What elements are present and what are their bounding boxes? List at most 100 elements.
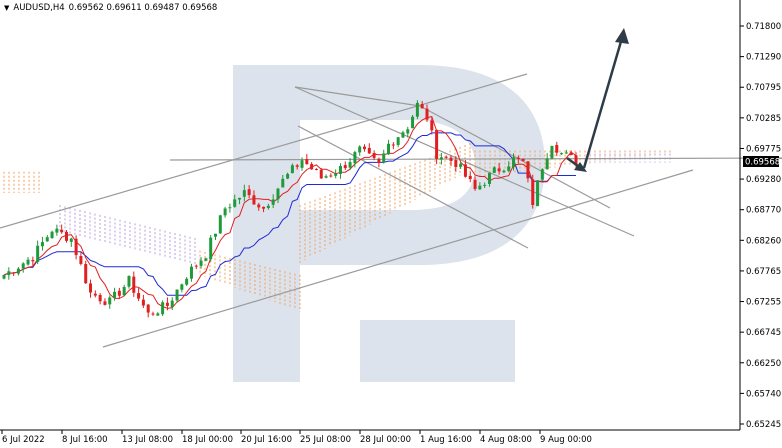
candle (122, 284, 126, 296)
candle-body (516, 157, 520, 159)
candle (89, 279, 93, 298)
candle (12, 272, 16, 277)
candle (536, 180, 540, 207)
candle-body (290, 165, 294, 174)
trend-line (294, 86, 421, 107)
candle-body (324, 176, 328, 178)
candle (483, 182, 487, 188)
candle (113, 287, 117, 301)
candle-body (223, 208, 227, 216)
candle (60, 224, 64, 234)
y-tick-label: 0.65245 (746, 420, 781, 430)
y-tick-label: 0.65740 (746, 389, 781, 399)
candle-body (348, 162, 352, 168)
candle-body (141, 299, 145, 306)
candle-body (411, 116, 415, 129)
candle-body (98, 294, 102, 302)
candle (444, 155, 448, 159)
candle (550, 145, 554, 160)
candle (334, 169, 338, 179)
y-tick-label: 0.67255 (746, 298, 781, 308)
candle (194, 264, 198, 270)
candle-body (468, 175, 472, 180)
candle-body (574, 155, 578, 166)
candle (314, 168, 318, 171)
candle (492, 166, 496, 173)
candle (199, 257, 203, 269)
candle-body (64, 231, 68, 241)
candlestick-series (2, 100, 578, 318)
candle-body (175, 289, 179, 301)
candle (430, 116, 434, 135)
candle (449, 155, 453, 166)
candle (497, 163, 501, 175)
candle (468, 171, 472, 183)
y-tick-label: 0.68260 (746, 236, 781, 246)
candle-body (439, 157, 443, 160)
y-tick-label: 0.71290 (746, 53, 781, 63)
candle-body (536, 180, 540, 207)
candle (31, 256, 35, 267)
forecast-arrow-up (582, 37, 624, 169)
candle-body (21, 263, 25, 269)
candle-body (31, 260, 35, 262)
candle-body (69, 238, 73, 242)
candle (209, 234, 213, 262)
candle (271, 194, 275, 209)
candle-body (363, 146, 367, 150)
candle-body (247, 189, 251, 196)
candle (305, 153, 309, 165)
candle (156, 312, 160, 316)
candle-body (406, 129, 410, 134)
candle (406, 126, 410, 138)
candle (132, 271, 136, 297)
y-tick-label: 0.67765 (746, 267, 781, 277)
trend-line (419, 105, 611, 209)
candle (324, 174, 328, 179)
candle-body (435, 129, 439, 159)
candle-body (367, 147, 371, 154)
candle-body (238, 197, 242, 200)
candle-body (170, 300, 174, 308)
candle-body (271, 199, 275, 205)
candle-body (396, 137, 400, 145)
candle-body (305, 159, 309, 165)
candle-body (2, 275, 6, 279)
trend-line (297, 125, 529, 249)
candle-body (492, 167, 496, 173)
candle (286, 172, 290, 180)
candle (415, 100, 419, 120)
candle (252, 190, 256, 205)
candle-body (286, 173, 290, 179)
candle-body (161, 302, 165, 315)
candle-body (127, 276, 131, 287)
candle-body (564, 152, 568, 154)
arrow-head-icon (615, 28, 629, 44)
candle (300, 157, 304, 171)
candle-body (358, 146, 362, 153)
tenkan-sen-line (3, 116, 577, 309)
candle-body (295, 165, 299, 167)
triangle-down-icon[interactable]: ▼ (4, 4, 10, 12)
candle-body (545, 158, 549, 170)
candle (213, 233, 217, 241)
candle-body (473, 179, 477, 189)
candle (425, 104, 429, 122)
x-tick-label: 18 Jul 00:00 (182, 435, 233, 445)
y-tick-label: 0.69775 (746, 144, 781, 154)
candle-body (540, 169, 544, 180)
candle-body (204, 258, 208, 261)
candle (103, 298, 107, 306)
candle (36, 240, 40, 265)
candle-body (257, 204, 261, 208)
watermark-logo (233, 65, 545, 382)
candle-body (420, 104, 424, 109)
candle (50, 230, 54, 239)
candle (353, 150, 357, 168)
candle-body (122, 286, 126, 296)
candle (175, 289, 179, 303)
candle-body (391, 144, 395, 146)
candle (319, 168, 323, 179)
